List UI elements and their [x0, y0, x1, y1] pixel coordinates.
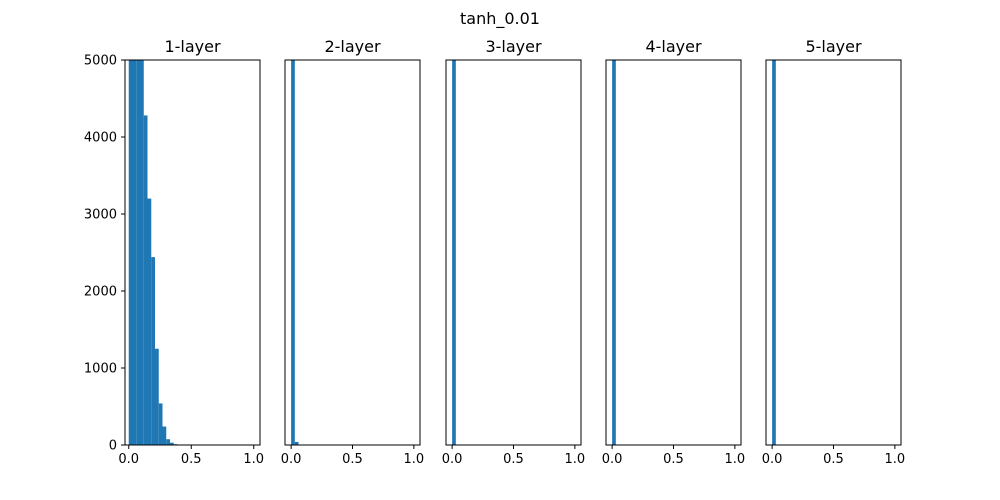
- subplot-5: 0.0 0.5 1.0 5-layer: [762, 37, 905, 467]
- axes-frame: [765, 59, 902, 446]
- subplot-4: 0.0 0.5 1.0 4-layer: [602, 37, 745, 467]
- histogram-bar: [612, 60, 616, 445]
- subplot-title: 2-layer: [324, 37, 381, 56]
- y-tick-label: 5000: [84, 54, 117, 69]
- histogram-bar: [155, 348, 159, 445]
- y-tick-label: 0: [109, 439, 117, 454]
- histogram-bar: [291, 60, 295, 445]
- axes-frame: [124, 59, 261, 446]
- histogram-bar: [151, 257, 155, 445]
- histogram-bar: [136, 60, 140, 445]
- x-tick-label: 0.0: [281, 452, 302, 467]
- axes-frame: [284, 59, 421, 446]
- x-tick-label: 0.0: [118, 452, 139, 467]
- histogram-bar: [166, 439, 170, 445]
- subplot-title: 1-layer: [164, 37, 221, 56]
- histogram-bar: [140, 60, 144, 445]
- x-tick-label: 0.5: [181, 452, 202, 467]
- subplot-panels: 0.0 0.5 1.00100020003000400050001-layer0.0…: [84, 37, 905, 467]
- axes-frame: [605, 59, 742, 446]
- subplot-title: 4-layer: [645, 37, 702, 56]
- histogram-bar: [143, 115, 148, 445]
- histogram-bar: [452, 60, 456, 445]
- y-tick-label: 4000: [84, 131, 117, 146]
- x-tick-label: 0.0: [442, 452, 463, 467]
- histogram-bar: [158, 403, 163, 445]
- x-tick-label: 1.0: [725, 452, 746, 467]
- x-tick-label: 0.5: [663, 452, 684, 467]
- histogram-bar: [294, 441, 299, 445]
- x-tick-label: 0.5: [342, 452, 363, 467]
- subplot-3: 0.0 0.5 1.0 3-layer: [442, 37, 585, 467]
- histogram-bar: [162, 426, 167, 445]
- figure-suptitle: tanh_0.01: [460, 9, 540, 29]
- subplot-2: 0.0 0.5 1.0 2-layer: [281, 37, 424, 467]
- x-tick-label: 1.0: [885, 452, 906, 467]
- x-tick-label: 0.5: [823, 452, 844, 467]
- histogram-bar: [147, 198, 152, 445]
- histogram-bar: [132, 60, 137, 445]
- y-tick-label: 1000: [84, 362, 117, 377]
- x-tick-label: 1.0: [565, 452, 586, 467]
- x-tick-label: 0.0: [602, 452, 623, 467]
- x-tick-label: 0.5: [503, 452, 524, 467]
- histogram-bar: [772, 60, 776, 445]
- y-tick-label: 3000: [84, 208, 117, 223]
- y-tick-label: 2000: [84, 285, 117, 300]
- subplot-title: 5-layer: [805, 37, 862, 56]
- histogram-bar: [170, 442, 174, 445]
- subplot-1: 0.0 0.5 1.0 0 1000 2000 3000 4000 5000 1-layer: [84, 37, 264, 467]
- x-tick-label: 1.0: [404, 452, 425, 467]
- x-tick-label: 0.0: [762, 452, 783, 467]
- x-tick-label: 1.0: [243, 452, 264, 467]
- histogram-bar: [128, 60, 133, 445]
- axes-frame: [445, 59, 582, 446]
- subplot-title: 3-layer: [485, 37, 542, 56]
